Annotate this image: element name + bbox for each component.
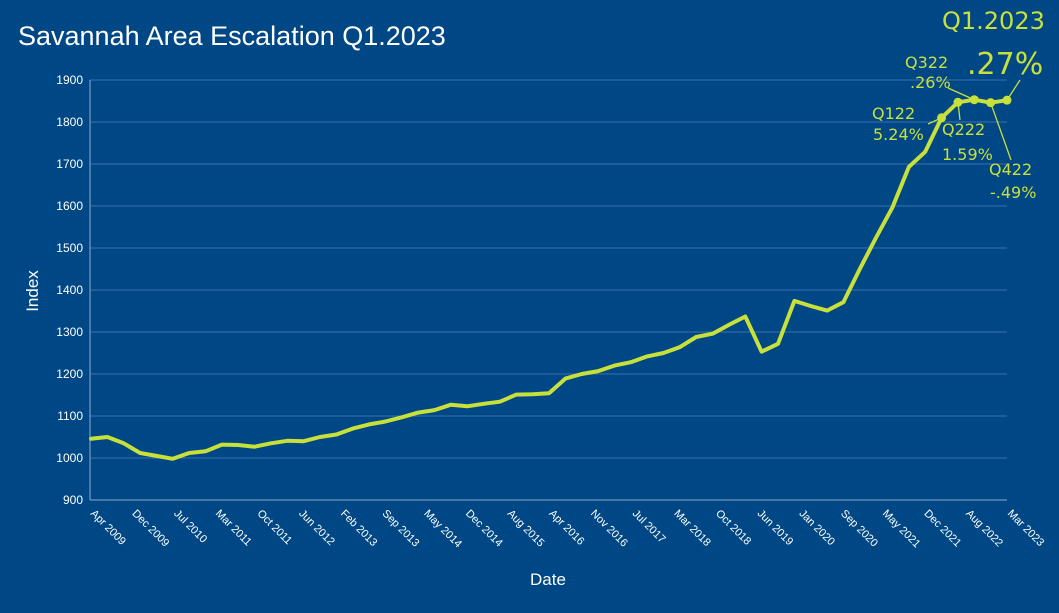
annotation-q1-2023-label: Q1.2023 (942, 7, 1045, 35)
gridlines (90, 79, 1007, 459)
y-tick-label: 1600 (56, 199, 83, 213)
x-axis-title: Date (530, 570, 566, 589)
annotation-leader-line (990, 102, 1012, 161)
data-marker-q122 (937, 113, 947, 123)
index-series-line (89, 97, 1009, 461)
annotation-q422-label: Q422 (989, 160, 1032, 179)
y-tick-label: 1100 (57, 409, 83, 423)
y-tick-label: 1700 (56, 157, 83, 171)
data-marker-q1-2023 (1002, 95, 1012, 105)
y-tick-label: 900 (63, 493, 83, 507)
data-marker-q322 (969, 95, 979, 105)
annotation-q322-value: .26% (910, 73, 951, 92)
annotation-q1-2023-value: .27% (967, 47, 1043, 82)
y-tick-label: 1000 (56, 451, 83, 465)
y-tick-label: 1800 (56, 115, 83, 129)
y-tick-label: 1200 (56, 367, 83, 381)
annotation-q222-value: 1.59% (942, 145, 993, 164)
y-tick-label: 1500 (56, 241, 83, 255)
annotation-leader-line (947, 87, 975, 101)
y-tick-label: 1400 (56, 283, 83, 297)
data-marker-q222 (953, 97, 963, 107)
y-axis-ticks: 900 1000 1100 1200 1300 1400 1500 1600 1700 1800 1… (56, 73, 83, 507)
chart-title: Savannah Area Escalation Q1.2023 (18, 21, 446, 51)
y-tick-label: 1300 (56, 325, 83, 339)
data-marker-q422 (986, 98, 996, 108)
annotation-q422-value: -.49% (990, 183, 1036, 202)
annotation-q222-label: Q222 (942, 120, 985, 139)
annotation-q122-label: Q122 (872, 104, 915, 123)
annotation-q322-label: Q322 (905, 53, 948, 72)
annotation-q122-value: 5.24% (873, 125, 924, 144)
data-markers (937, 95, 1012, 123)
y-tick-label: 1900 (56, 73, 83, 87)
y-axis-title: Index (23, 270, 42, 312)
